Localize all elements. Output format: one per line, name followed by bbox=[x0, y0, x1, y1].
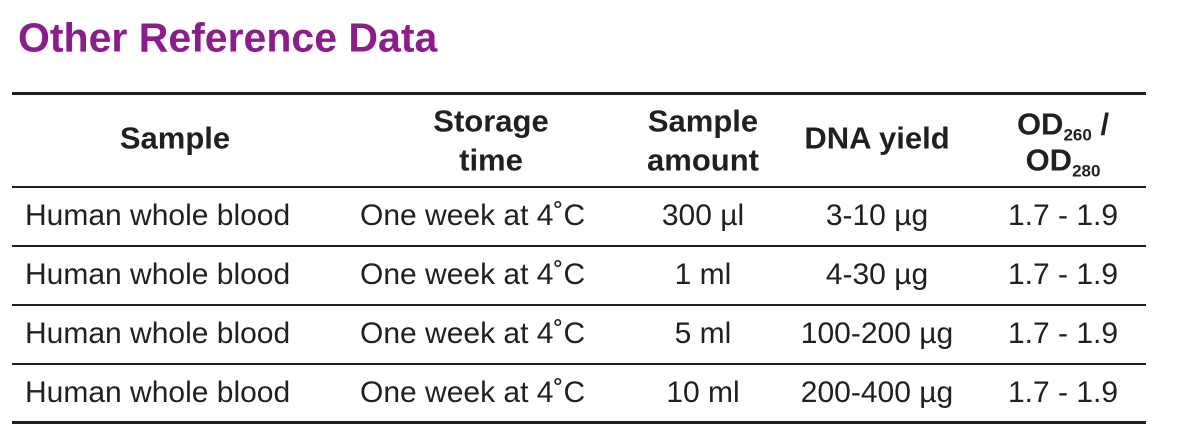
table-cell: 100-200 µg bbox=[800, 317, 954, 350]
table-cell: 3-10 µg bbox=[825, 199, 929, 232]
header-cell: DNA yield bbox=[804, 120, 950, 156]
table-cell: 200-400 µg bbox=[800, 376, 954, 409]
rule bbox=[12, 92, 1146, 95]
table-cell: Human whole blood bbox=[25, 317, 291, 350]
header-cell: Storage bbox=[433, 103, 549, 139]
od-text: OD bbox=[1016, 106, 1064, 142]
header-cell: time bbox=[459, 142, 523, 178]
od-sub: 260 bbox=[1063, 125, 1092, 145]
table-cell: 10 ml bbox=[666, 376, 740, 409]
rule bbox=[12, 304, 1146, 306]
table-cell: One week at 4˚C bbox=[360, 199, 586, 232]
header-cell: Sample bbox=[119, 120, 231, 156]
od-text: OD bbox=[1025, 142, 1073, 178]
od-slash: / bbox=[1100, 106, 1110, 142]
table-cell: Human whole blood bbox=[25, 199, 291, 232]
table-cell: Human whole blood bbox=[25, 258, 291, 291]
table-cell: 5 ml bbox=[674, 317, 732, 350]
header-cell: amount bbox=[647, 142, 759, 178]
rule bbox=[12, 421, 1146, 424]
rule bbox=[12, 363, 1146, 365]
table-cell: 1 ml bbox=[674, 258, 732, 291]
table-cell: Human whole blood bbox=[25, 376, 291, 409]
table-cell: One week at 4˚C bbox=[360, 376, 586, 409]
table-cell: One week at 4˚C bbox=[360, 317, 586, 350]
od-header-top: OD260 / bbox=[1016, 106, 1110, 144]
header-cell: Sample bbox=[647, 103, 759, 139]
table-cell: 300 µl bbox=[661, 199, 745, 232]
table-cell: 1.7 - 1.9 bbox=[1007, 199, 1119, 232]
table-cell: 1.7 - 1.9 bbox=[1007, 258, 1119, 291]
od-header-bottom: OD280 bbox=[1025, 142, 1101, 180]
rule bbox=[12, 186, 1146, 188]
rule bbox=[12, 245, 1146, 247]
table-cell: 1.7 - 1.9 bbox=[1007, 317, 1119, 350]
table-cell: 1.7 - 1.9 bbox=[1007, 376, 1119, 409]
table-cell: 4-30 µg bbox=[825, 258, 929, 291]
table-cell: One week at 4˚C bbox=[360, 258, 586, 291]
title: Other Reference Data bbox=[18, 14, 438, 61]
od-sub: 280 bbox=[1072, 161, 1101, 181]
